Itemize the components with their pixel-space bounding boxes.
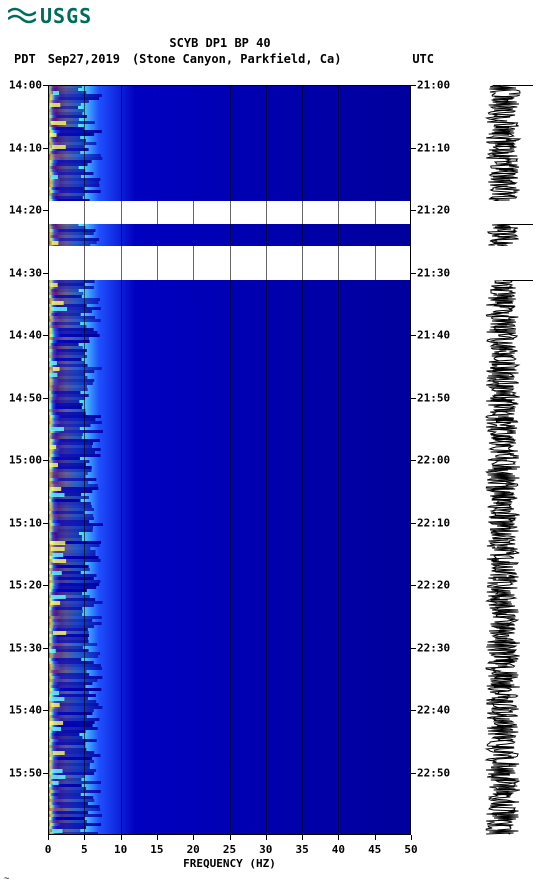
xtick: 30: [259, 843, 272, 856]
ytick-right: 22:30: [417, 641, 450, 654]
x-axis-label: FREQUENCY (HZ): [48, 857, 411, 870]
xtick: 20: [187, 843, 200, 856]
waves-icon: [8, 6, 36, 26]
ytick-left: 14:30: [9, 266, 42, 279]
ytick-left: 14:00: [9, 79, 42, 92]
gridline: [266, 85, 267, 835]
ytick-right: 22:20: [417, 579, 450, 592]
gridline: [84, 85, 85, 835]
y-axis-right: 21:0021:1021:2021:3021:4021:5022:0022:10…: [411, 85, 461, 835]
gridline: [230, 85, 231, 835]
ytick-right: 22:10: [417, 516, 450, 529]
ytick-right: 21:50: [417, 391, 450, 404]
logo-text: USGS: [40, 4, 92, 28]
ytick-right: 22:00: [417, 454, 450, 467]
ytick-left: 15:40: [9, 704, 42, 717]
y-axis-left: 14:0014:1014:2014:3014:4014:5015:0015:10…: [0, 85, 48, 835]
ytick-left: 15:30: [9, 641, 42, 654]
ytick-left: 14:40: [9, 329, 42, 342]
ytick-left: 15:00: [9, 454, 42, 467]
gridline: [375, 85, 376, 835]
gridline: [338, 85, 339, 835]
date-label: Sep27,2019: [48, 52, 120, 66]
ytick-right: 21:40: [417, 329, 450, 342]
gridline: [121, 85, 122, 835]
xtick: 15: [150, 843, 163, 856]
ytick-right: 21:00: [417, 79, 450, 92]
gridline: [193, 85, 194, 835]
ytick-left: 15:50: [9, 766, 42, 779]
xtick: 50: [404, 843, 417, 856]
waveform-trace: [475, 85, 530, 835]
gridline: [157, 85, 158, 835]
left-tz-label: PDT: [14, 52, 36, 66]
usgs-logo: USGS: [8, 4, 92, 28]
wave-segment: [483, 224, 523, 247]
chart-title: SCYB DP1 BP 40: [0, 36, 440, 50]
wave-segment: [483, 280, 523, 835]
wave-segment: [483, 85, 523, 201]
xtick: 45: [368, 843, 381, 856]
ytick-left: 15:10: [9, 516, 42, 529]
xtick: 0: [45, 843, 52, 856]
xtick: 35: [295, 843, 308, 856]
xtick: 10: [114, 843, 127, 856]
chart-header: PDT Sep27,2019 (Stone Canyon, Parkfield,…: [14, 52, 434, 66]
ytick-left: 15:20: [9, 579, 42, 592]
ytick-right: 21:30: [417, 266, 450, 279]
xtick: 5: [81, 843, 88, 856]
ytick-right: 21:10: [417, 141, 450, 154]
right-tz-label: UTC: [412, 52, 434, 66]
sig-mark: ~: [4, 874, 9, 884]
spectrogram-plot: [48, 85, 411, 835]
ytick-right: 22:50: [417, 766, 450, 779]
gridline: [302, 85, 303, 835]
ytick-left: 14:20: [9, 204, 42, 217]
xtick: 40: [332, 843, 345, 856]
ytick-left: 14:10: [9, 141, 42, 154]
x-axis: FREQUENCY (HZ) 05101520253035404550: [48, 835, 411, 875]
ytick-left: 14:50: [9, 391, 42, 404]
xtick: 25: [223, 843, 236, 856]
location-label: (Stone Canyon, Parkfield, Ca): [132, 52, 342, 66]
ytick-right: 22:40: [417, 704, 450, 717]
ytick-right: 21:20: [417, 204, 450, 217]
